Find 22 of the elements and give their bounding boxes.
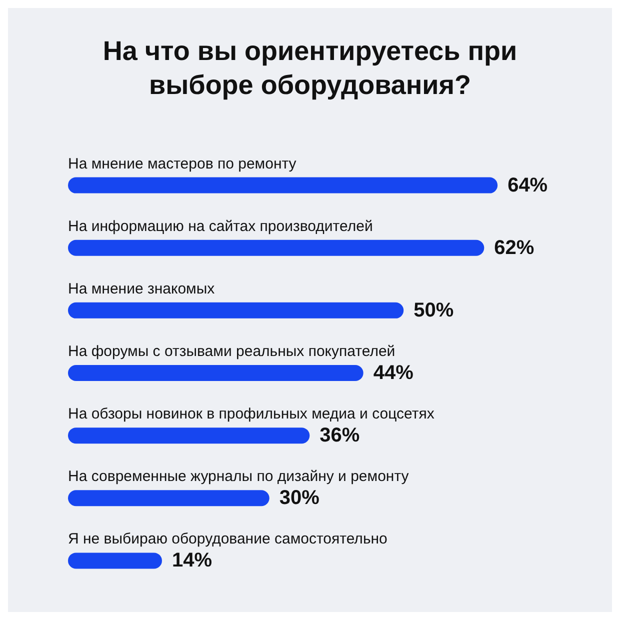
data-label: 62% [494,236,534,259]
bar [68,302,404,318]
bar [68,240,484,256]
y-tick-label: На информацию на сайтах производителей [68,218,373,235]
chart-title: На что вы ориентируетесь при выборе оборудования? [102,35,518,102]
bar [68,365,364,381]
y-tick-label: На современные журналы по дизайну и ремонту [68,468,410,486]
bar [68,490,270,506]
y-tick-label: Я не выбираю оборудование самостоятельно [68,530,388,548]
y-tick-label: На обзоры новинок в профильных медиа и соцсетях [68,406,435,423]
y-tick-label: На мнение знакомых [68,280,216,298]
y-tick-label: На мнение мастеров по ремонту [68,155,297,172]
data-label: 14% [172,550,212,572]
data-label: 50% [414,299,454,322]
data-label: 64% [508,174,548,196]
data-label: 36% [320,424,360,447]
y-tick-label: На форумы с отзывами реальных покупателей [68,343,396,360]
data-label: 44% [373,362,414,384]
bar [68,552,162,569]
bar [68,177,498,194]
data-label: 30% [279,487,320,510]
bar [68,428,310,444]
